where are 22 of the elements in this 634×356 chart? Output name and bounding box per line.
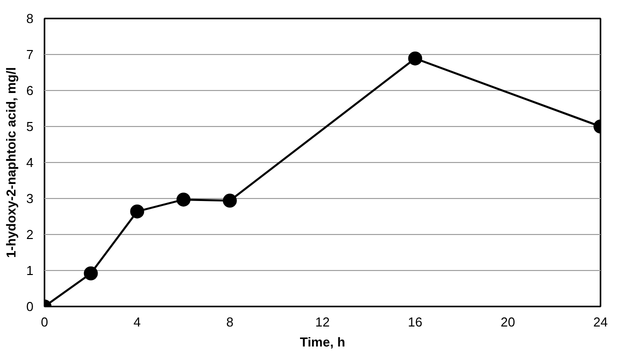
x-axis-title: Time, h: [300, 334, 346, 350]
y-tick-label: 3: [26, 191, 34, 206]
x-tick-label: 24: [593, 314, 608, 330]
y-tick-label: 2: [26, 227, 34, 242]
y-tick-label: 8: [26, 11, 34, 26]
y-axis-title: 1-hydoxy-2-naphtoic acid, mg/l: [3, 67, 18, 258]
point: [130, 204, 144, 218]
y-tick-label: 5: [26, 119, 34, 134]
x-tick-label: 16: [408, 314, 422, 330]
y-tick-label: 7: [26, 47, 34, 62]
x-tick-label: 8: [226, 314, 234, 330]
x-tick-label: 20: [500, 314, 516, 330]
y-tick-label: 0: [26, 299, 34, 314]
point: [176, 192, 190, 207]
y-tick-label: 4: [26, 155, 34, 170]
y-tick-label: 1: [26, 263, 34, 278]
x-tick-label: 4: [134, 314, 141, 330]
point: [222, 194, 237, 208]
x-tick-label: 0: [40, 314, 48, 330]
y-tick-label: 6: [26, 83, 34, 98]
x-tick-label: 12: [315, 314, 330, 330]
point: [84, 266, 98, 280]
